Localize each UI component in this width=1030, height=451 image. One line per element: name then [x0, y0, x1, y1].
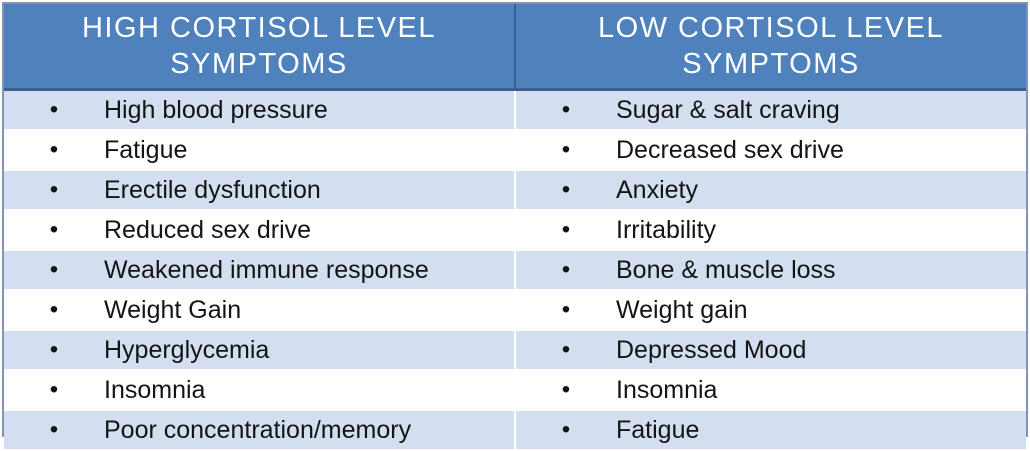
header-high-line-2: SYMPTOMS — [170, 48, 348, 80]
symptom-list-item: • Reduced sex drive — [4, 216, 514, 245]
symptom-list-item: • High blood pressure — [4, 96, 514, 125]
low-symptom-cell: • Fatigue — [515, 410, 1026, 451]
table-row: • Fatigue • Decreased sex drive — [4, 130, 1026, 171]
symptom-list-item: • Irritability — [516, 216, 1026, 245]
bullet-icon: • — [49, 96, 59, 123]
bullet-icon: • — [561, 136, 571, 163]
symptom-list-item: • Decreased sex drive — [516, 136, 1026, 165]
low-symptom-cell: • Anxiety — [515, 170, 1026, 211]
high-symptom-cell: • Erectile dysfunction — [4, 170, 516, 211]
table-row: • Weakened immune response • Bone & muscle … — [4, 250, 1026, 291]
bullet-icon: • — [561, 176, 571, 203]
high-symptom-cell: • Fatigue — [4, 130, 516, 171]
high-symptom-cell: • Hyperglycemia — [4, 330, 516, 371]
bullet-icon: • — [49, 216, 59, 243]
symptom-list-item: • Poor concentration/memory — [4, 416, 514, 445]
high-symptom-text: Reduced sex drive — [104, 215, 312, 244]
bullet-icon: • — [561, 96, 571, 123]
high-symptom-cell: • Weight Gain — [4, 290, 516, 331]
table-row: • Reduced sex drive • Irritability — [4, 210, 1026, 251]
symptom-list-item: • Fatigue — [516, 416, 1026, 445]
header-high-line-1: HIGH CORTISOL LEVEL — [81, 12, 437, 44]
low-symptom-cell: • Irritability — [515, 210, 1026, 251]
symptom-list-item: • Anxiety — [516, 176, 1026, 205]
bullet-icon: • — [49, 176, 59, 203]
low-symptom-cell: • Depressed Mood — [515, 330, 1026, 371]
symptom-list-item: • Weight Gain — [4, 296, 514, 325]
bullet-icon: • — [561, 376, 571, 403]
bullet-icon: • — [561, 416, 571, 443]
low-symptom-cell: • Decreased sex drive — [515, 130, 1026, 171]
high-symptom-cell: • High blood pressure — [4, 89, 516, 131]
bullet-icon: • — [49, 416, 59, 443]
bullet-icon: • — [49, 376, 59, 403]
header-row: HIGH CORTISOL LEVEL SYMPTOMS LOW CORTISO… — [4, 4, 1026, 91]
symptom-list-item: • Insomnia — [4, 376, 514, 405]
low-symptom-text: Sugar & salt craving — [616, 95, 840, 124]
low-symptom-cell: • Sugar & salt craving — [515, 89, 1026, 131]
symptom-list-item: • Weakened immune response — [4, 256, 514, 285]
low-symptom-cell: • Bone & muscle loss — [515, 250, 1026, 291]
low-symptom-text: Weight gain — [616, 295, 748, 324]
table-row: • Hyperglycemia • Depressed Mood — [4, 330, 1026, 371]
low-symptom-text: Fatigue — [616, 415, 700, 444]
high-symptom-text: Fatigue — [104, 135, 188, 164]
cortisol-symptoms-table: HIGH CORTISOL LEVEL SYMPTOMS LOW CORTISO… — [4, 4, 1026, 451]
high-symptom-text: Insomnia — [104, 375, 206, 404]
bullet-icon: • — [49, 136, 59, 163]
high-symptom-text: Erectile dysfunction — [104, 175, 321, 204]
symptom-list-item: • Depressed Mood — [516, 336, 1026, 365]
table-row: • Insomnia • Insomnia — [4, 370, 1026, 411]
table-row: • Erectile dysfunction • Anxiety — [4, 170, 1026, 211]
high-symptom-cell: • Reduced sex drive — [4, 210, 516, 251]
symptom-list-item: • Hyperglycemia — [4, 336, 514, 365]
bullet-icon: • — [561, 336, 571, 363]
bullet-icon: • — [49, 256, 59, 283]
high-symptom-text: Weight Gain — [104, 295, 242, 324]
symptom-list-item: • Bone & muscle loss — [516, 256, 1026, 285]
bullet-icon: • — [49, 296, 59, 323]
bullet-icon: • — [561, 216, 571, 243]
low-symptom-text: Anxiety — [616, 175, 698, 204]
table-row: • Weight Gain • Weight gain — [4, 290, 1026, 331]
low-symptom-text: Decreased sex drive — [616, 135, 844, 164]
high-symptom-text: Weakened immune response — [104, 255, 429, 284]
symptom-list-item: • Fatigue — [4, 136, 514, 165]
header-low-line-1: LOW CORTISOL LEVEL — [597, 12, 945, 44]
bullet-icon: • — [561, 296, 571, 323]
high-symptom-cell: • Weakened immune response — [4, 250, 516, 291]
symptom-list-item: • Sugar & salt craving — [516, 96, 1026, 125]
table-row: • High blood pressure • Sugar & salt cravin… — [4, 89, 1026, 131]
header-low-line-2: SYMPTOMS — [682, 48, 860, 80]
symptom-list-item: • Weight gain — [516, 296, 1026, 325]
high-symptom-text: High blood pressure — [104, 95, 328, 124]
low-symptom-text: Depressed Mood — [616, 335, 807, 364]
symptoms-body: • High blood pressure • Sugar & salt cravin… — [4, 89, 1026, 451]
table-row: • Poor concentration/memory • Fatigue — [4, 410, 1026, 451]
header-low-cortisol: LOW CORTISOL LEVEL SYMPTOMS — [515, 4, 1026, 91]
header-high-cortisol: HIGH CORTISOL LEVEL SYMPTOMS — [4, 4, 516, 91]
low-symptom-text: Insomnia — [616, 375, 718, 404]
high-symptom-text: Hyperglycemia — [104, 335, 270, 364]
low-symptom-text: Irritability — [616, 215, 717, 244]
low-symptom-text: Bone & muscle loss — [616, 255, 836, 284]
high-symptom-cell: • Poor concentration/memory — [4, 410, 516, 451]
high-symptom-cell: • Insomnia — [4, 370, 516, 411]
high-symptom-text: Poor concentration/memory — [104, 415, 412, 444]
low-symptom-cell: • Insomnia — [515, 370, 1026, 411]
bullet-icon: • — [561, 256, 571, 283]
bullet-icon: • — [49, 336, 59, 363]
symptom-list-item: • Erectile dysfunction — [4, 176, 514, 205]
low-symptom-cell: • Weight gain — [515, 290, 1026, 331]
symptom-list-item: • Insomnia — [516, 376, 1026, 405]
